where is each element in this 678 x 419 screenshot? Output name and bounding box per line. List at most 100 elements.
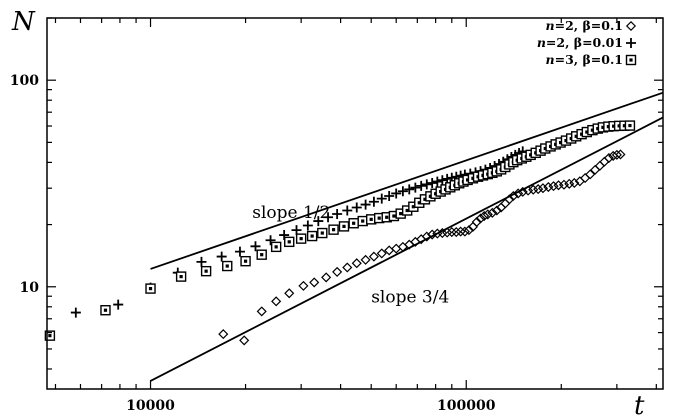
data-point-diamond xyxy=(615,149,626,160)
data-point-plus xyxy=(70,307,81,318)
data-point-diamond xyxy=(427,229,438,240)
legend-label: n=2, β=0.01 xyxy=(537,35,623,50)
data-point-diamond xyxy=(513,188,524,199)
data-point-diamond xyxy=(482,209,493,220)
data-point-square xyxy=(200,265,212,277)
data-point-square xyxy=(270,241,282,253)
data-point-plus xyxy=(397,186,408,197)
annotation-slope-half: slope 1/2 xyxy=(252,203,330,223)
data-point-plus xyxy=(432,176,443,187)
data-point-diamond xyxy=(603,152,614,164)
data-point-square xyxy=(624,120,636,131)
data-point-plus xyxy=(113,299,124,310)
data-point-diamond xyxy=(421,231,432,242)
legend-marker-plus xyxy=(626,38,636,48)
data-point-diamond xyxy=(463,225,474,236)
data-point-plus xyxy=(332,209,343,220)
data-point-diamond xyxy=(487,207,498,218)
data-point-plus xyxy=(384,191,395,202)
data-point-plus xyxy=(416,180,427,191)
data-point-square xyxy=(357,215,368,227)
data-point-diamond xyxy=(256,306,267,317)
data-point-plus xyxy=(234,246,245,257)
data-point-plus xyxy=(368,196,379,207)
data-point-square xyxy=(145,283,156,294)
data-point-plus xyxy=(421,179,432,190)
text-layer: N t 10000 100000 10 100 slope 1/2 slope 3/4 xyxy=(10,7,645,419)
data-point-diamond xyxy=(517,186,528,197)
data-point-diamond xyxy=(446,227,457,238)
legend-marker-square xyxy=(625,54,637,66)
data-point-diamond xyxy=(376,248,387,259)
data-point-diamond xyxy=(537,183,549,194)
data-point-diamond xyxy=(558,179,570,190)
data-point-diamond xyxy=(218,329,229,340)
data-point-plus xyxy=(250,241,261,252)
legend-label: n=2, β=0.1 xyxy=(546,18,624,33)
data-point-plus xyxy=(437,175,448,186)
plot-layer xyxy=(44,91,664,382)
data-point-plus xyxy=(410,182,421,193)
x-tick-label: 10000 xyxy=(126,398,175,414)
data-point-plus xyxy=(351,202,362,213)
data-point-square xyxy=(328,224,339,235)
data-point-diamond xyxy=(368,251,379,262)
data-point-diamond xyxy=(298,280,309,291)
legend-label: n=3, β=0.1 xyxy=(546,52,624,67)
x-tick-label: 100000 xyxy=(437,398,496,414)
data-point-diamond xyxy=(451,227,462,238)
data-point-diamond xyxy=(459,226,470,237)
data-point-diamond xyxy=(437,227,448,239)
data-point-plus xyxy=(313,216,324,227)
data-point-plus xyxy=(265,235,276,246)
data-point-diamond xyxy=(442,227,453,238)
data-point-square xyxy=(175,271,187,282)
data-point-diamond xyxy=(504,194,515,205)
data-point-square xyxy=(306,230,318,242)
data-point-diamond xyxy=(523,185,534,196)
y-axis-title: N xyxy=(11,7,36,37)
data-point-plus xyxy=(216,251,227,262)
data-point-diamond xyxy=(455,226,466,237)
data-point-plus xyxy=(342,205,353,216)
fit-line-slope-three-quarters xyxy=(150,116,664,382)
data-point-square xyxy=(240,255,251,267)
data-point-square xyxy=(100,305,111,316)
axes-layer xyxy=(46,17,664,390)
data-point-plus xyxy=(360,199,371,210)
data-point-diamond xyxy=(471,216,482,227)
annotation-slope-three-quarters: slope 3/4 xyxy=(371,287,449,307)
data-point-diamond xyxy=(585,169,596,180)
data-point-diamond xyxy=(543,181,554,193)
data-point-diamond xyxy=(332,266,343,277)
data-point-diamond xyxy=(475,213,486,224)
y-tick-label: 100 xyxy=(10,73,39,89)
plot-frame xyxy=(46,17,664,390)
data-point-diamond xyxy=(309,277,320,288)
legend-marker-diamond xyxy=(625,20,637,32)
data-point-diamond xyxy=(564,178,575,189)
y-tick-label: 10 xyxy=(20,280,40,296)
data-point-plus xyxy=(376,193,387,204)
data-point-diamond xyxy=(284,288,295,299)
data-point-diamond xyxy=(321,272,332,283)
data-point-square xyxy=(44,330,56,341)
data-point-plus xyxy=(391,188,402,199)
data-point-square xyxy=(295,233,307,244)
data-point-plus xyxy=(427,177,438,188)
data-point-diamond xyxy=(271,296,282,307)
data-point-square xyxy=(256,249,267,260)
data-point-diamond xyxy=(432,228,443,239)
data-point-square xyxy=(284,236,295,248)
data-point-square xyxy=(348,218,359,229)
data-point-diamond xyxy=(360,254,371,265)
data-point-diamond xyxy=(611,149,622,160)
data-point-diamond xyxy=(508,190,519,202)
data-point-diamond xyxy=(528,184,539,195)
legend: n=2, β=0.1 n=2, β=0.01 n=3, β=0.1 xyxy=(537,18,637,67)
data-point-diamond xyxy=(533,184,544,195)
x-axis-title: t xyxy=(634,391,645,419)
data-point-square xyxy=(222,260,233,272)
